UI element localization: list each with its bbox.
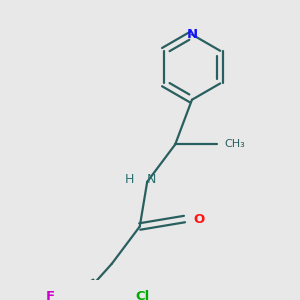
Text: N: N — [146, 173, 156, 186]
Text: Cl: Cl — [135, 290, 149, 300]
Text: CH₃: CH₃ — [225, 140, 245, 149]
Text: H: H — [125, 173, 134, 186]
Text: O: O — [194, 213, 205, 226]
Text: F: F — [46, 290, 55, 300]
Text: N: N — [186, 28, 197, 41]
